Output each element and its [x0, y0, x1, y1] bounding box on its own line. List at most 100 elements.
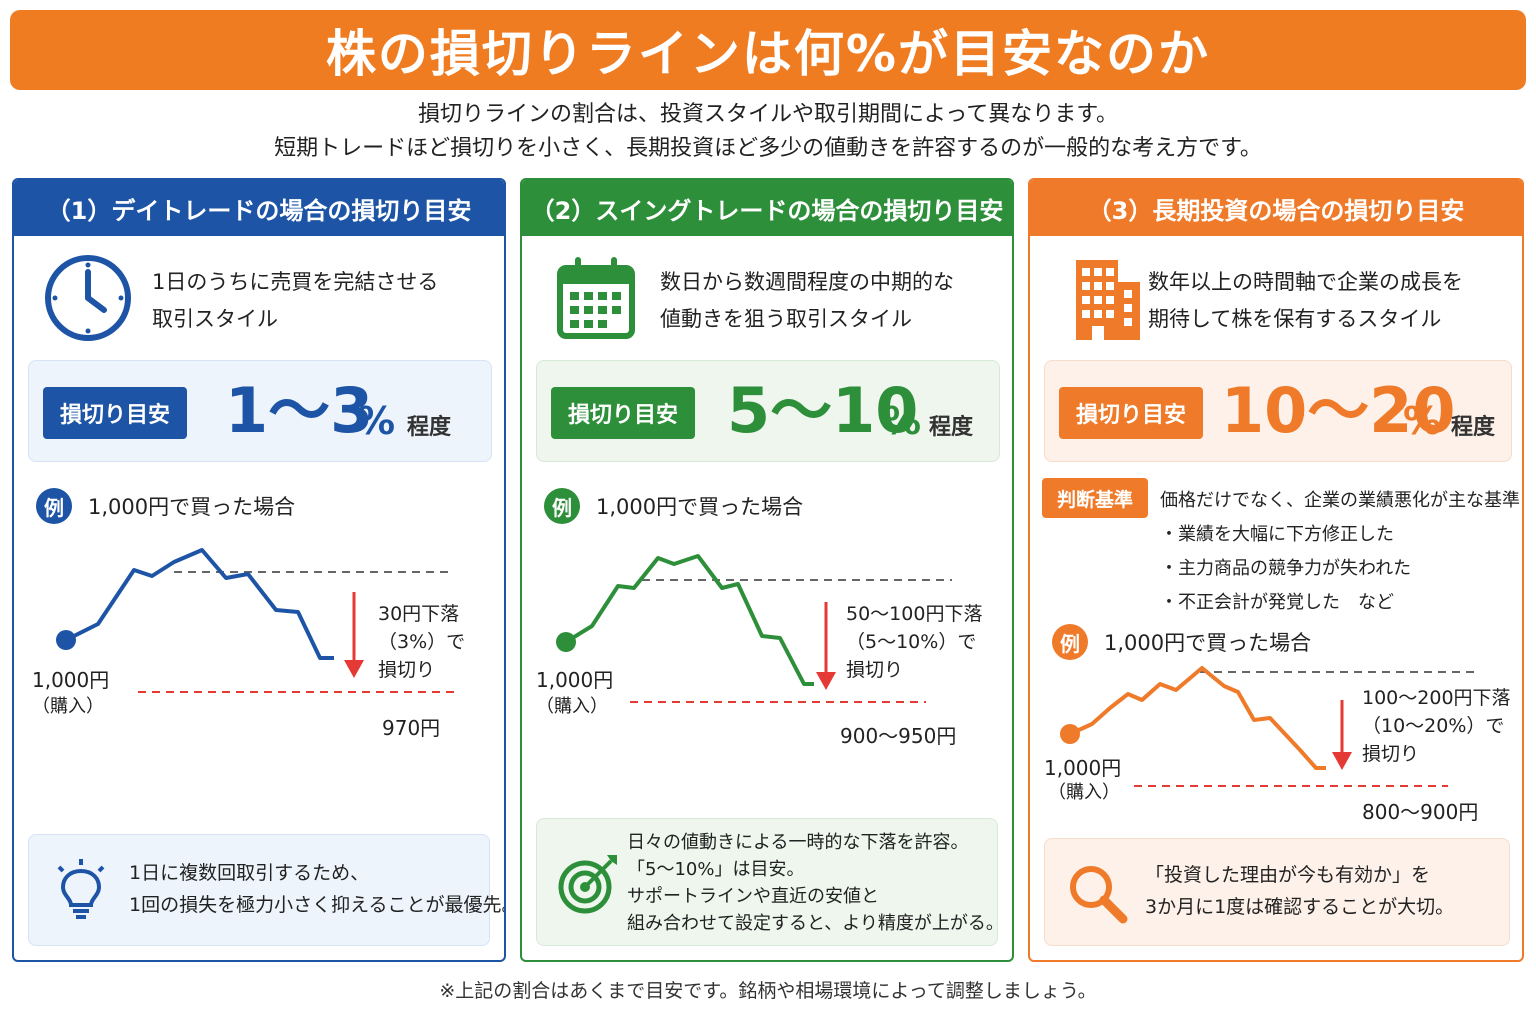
price-chart-svg [556, 554, 952, 703]
example-badge: 例 [36, 488, 72, 524]
criteria-item: 不正会計が発覚した など [1160, 586, 1411, 620]
calendar-icon [557, 257, 635, 339]
tip-line-2: 「5～10%」は目安。 [627, 859, 805, 880]
description-line-2: 取引スタイル [152, 307, 278, 331]
buy-note-label: （購入） [536, 696, 608, 717]
stop-price-label: 970円 [382, 716, 441, 740]
drop-annotation-3: 損切り [378, 659, 436, 681]
style-description: 数日から数週間程度の中期的な 値動きを狙う取引スタイル [660, 264, 954, 338]
panel-title: （3）長期投資の場合の損切り目安 [1030, 180, 1522, 236]
tip-line-1: 1日に複数回取引するため、 [129, 862, 370, 884]
drop-annotation-2: （10～20%）で [1362, 715, 1505, 737]
guide-note: 程度 [1451, 415, 1496, 440]
drop-arrow-head [816, 672, 836, 690]
criteria-list: 業績を大幅に下方修正した 主力商品の競争力が失われた 不正会計が発覚した など [1160, 518, 1411, 620]
drop-annotation-1: 100～200円下落 [1362, 687, 1511, 709]
tip-line-2: 1回の損失を極力小さく抑えることが最優先。 [129, 894, 506, 916]
buy-note-label: （購入） [32, 696, 104, 717]
guide-note: 程度 [407, 415, 452, 440]
intro-line-1: 損切りラインの割合は、投資スタイルや取引期間によって異なります。 [417, 102, 1119, 127]
drop-annotation-2: （5～10%）で [846, 631, 977, 653]
criteria-item: 業績を大幅に下方修正した [1160, 518, 1411, 552]
buy-point [56, 630, 76, 650]
drop-annotation-1: 50～100円下落 [846, 603, 983, 625]
title-banner: 株の損切りラインは何%が目安なのか [10, 10, 1526, 90]
panel-day-trade: （1）デイトレードの場合の損切り目安 1日のうちに売買を完結させる 取引スタイル… [12, 178, 506, 962]
buy-price-label: 1,000円 [32, 668, 110, 692]
drop-arrow-head [344, 660, 364, 678]
drop-arrow-head [1332, 752, 1352, 770]
example-row: 例 1,000円で買った場合 [544, 486, 803, 526]
price-chart: 50～100円下落 （5～10%）で 損切り 1,000円 （購入） 900～9… [522, 540, 1012, 750]
buy-price-label: 1,000円 [536, 668, 614, 692]
price-line [65, 548, 334, 660]
drop-annotation-3: 損切り [846, 659, 904, 681]
stop-loss-guide-box: 損切り目安 5～10 % 程度 [536, 360, 1000, 462]
guide-label: 損切り目安 [43, 387, 187, 439]
tip-line-3: サポートラインや直近の安値と [627, 886, 879, 907]
stop-price-label: 800～900円 [1362, 800, 1479, 824]
description-line-1: 数年以上の時間軸で企業の成長を [1148, 270, 1463, 294]
tip-text: 日々の値動きによる一時的な下落を許容。 「5～10%」は目安。 サポートラインや… [627, 829, 1004, 937]
price-chart-svg [1060, 666, 1478, 787]
buy-price-label: 1,000円 [1044, 756, 1122, 780]
description-row: 数年以上の時間軸で企業の成長を 期待して株を保有するスタイル [1030, 250, 1522, 350]
guide-note: 程度 [929, 415, 974, 440]
tip-box: 「投資した理由が今も有効か」を 3か月に1度は確認することが大切。 [1044, 838, 1510, 946]
building-icon [1076, 260, 1140, 340]
criteria-item: 主力商品の競争力が失われた [1160, 552, 1411, 586]
price-chart: 100～200円下落 （10～20%）で 損切り 1,000円 （購入） 800… [1030, 664, 1522, 830]
tip-text: 「投資した理由が今も有効か」を 3か月に1度は確認することが大切。 [1145, 859, 1454, 923]
panel-swing-trade: （2）スイングトレードの場合の損切り目安 数日から数週間程度の中期的な 値動きを… [520, 178, 1014, 962]
tip-line-1: 「投資した理由が今も有効か」を [1145, 864, 1431, 886]
description-row: 1日のうちに売買を完結させる 取引スタイル [14, 250, 504, 350]
example-row: 例 1,000円で買った場合 [36, 486, 295, 526]
style-description: 1日のうちに売買を完結させる 取引スタイル [152, 264, 438, 338]
clock-icon [45, 255, 131, 341]
guide-range: 1～3 [225, 374, 374, 447]
guide-label: 損切り目安 [1059, 387, 1203, 439]
intro-text: 損切りラインの割合は、投資スタイルや取引期間によって異なります。 短期トレードほ… [0, 98, 1536, 166]
stop-loss-guide-box: 損切り目安 1～3 % 程度 [28, 360, 492, 462]
price-line [564, 554, 814, 686]
description-line-1: 数日から数週間程度の中期的な [660, 270, 954, 294]
tip-box: 日々の値動きによる一時的な下落を許容。 「5～10%」は目安。 サポートラインや… [536, 818, 1004, 946]
intro-line-2: 短期トレードほど損切りを小さく、長期投資ほど多少の値動きを許容するのが一般的な考… [274, 136, 1262, 161]
target-icon [558, 855, 617, 914]
price-chart-svg [56, 548, 456, 693]
stop-loss-guide-box: 損切り目安 10～20 % 程度 [1044, 360, 1512, 462]
criteria-label: 判断基準 [1042, 478, 1148, 518]
guide-label: 損切り目安 [551, 387, 695, 439]
description-line-2: 期待して株を保有するスタイル [1148, 307, 1442, 331]
guide-range: 10～20 [1221, 374, 1456, 447]
price-chart: 30円下落 （3%）で 損切り 1,000円 （購入） 970円 [14, 540, 504, 740]
price-line [1069, 666, 1326, 770]
tip-line-2: 3か月に1度は確認することが大切。 [1145, 896, 1455, 918]
drop-annotation-3: 損切り [1362, 743, 1420, 765]
drop-annotation-1: 30円下落 [378, 603, 460, 625]
example-text: 1,000円で買った場合 [596, 495, 804, 519]
tip-box: 1日に複数回取引するため、 1回の損失を極力小さく抑えることが最優先。 [28, 834, 504, 946]
guide-percent: % [883, 399, 922, 443]
guide-percent: % [357, 399, 396, 443]
page-title: 株の損切りラインは何%が目安なのか [325, 25, 1211, 83]
example-text: 1,000円で買った場合 [1104, 631, 1312, 655]
example-row: 例 1,000円で買った場合 [1052, 622, 1311, 662]
example-badge: 例 [1052, 624, 1088, 660]
guide-range: 5～10 [727, 374, 919, 447]
tip-text: 1日に複数回取引するため、 1回の損失を極力小さく抑えることが最優先。 [129, 857, 506, 921]
lightbulb-icon [57, 859, 105, 919]
panel-long-term: （3）長期投資の場合の損切り目安 数年以上の時間軸で企業の成長を 期待して株を保… [1028, 178, 1524, 962]
description-line-2: 値動きを狙う取引スタイル [660, 307, 912, 331]
footnote: ※上記の割合はあくまで目安です。銘柄や相場環境によって調整しましょう。 [439, 980, 1097, 1002]
buy-note-label: （購入） [1048, 782, 1120, 803]
example-badge: 例 [544, 488, 580, 524]
magnifier-icon [1070, 866, 1128, 924]
example-text: 1,000円で買った場合 [88, 495, 296, 519]
criteria-main: 価格だけでなく、企業の業績悪化が主な基準 [1160, 490, 1520, 511]
tip-line-1: 日々の値動きによる一時的な下落を許容。 [627, 832, 969, 853]
buy-point [556, 632, 576, 652]
drop-annotation-2: （3%）で [378, 631, 466, 653]
tip-line-4: 組み合わせて設定すると、より精度が上がる。 [627, 913, 1004, 934]
panel-title: （2）スイングトレードの場合の損切り目安 [522, 180, 1012, 236]
